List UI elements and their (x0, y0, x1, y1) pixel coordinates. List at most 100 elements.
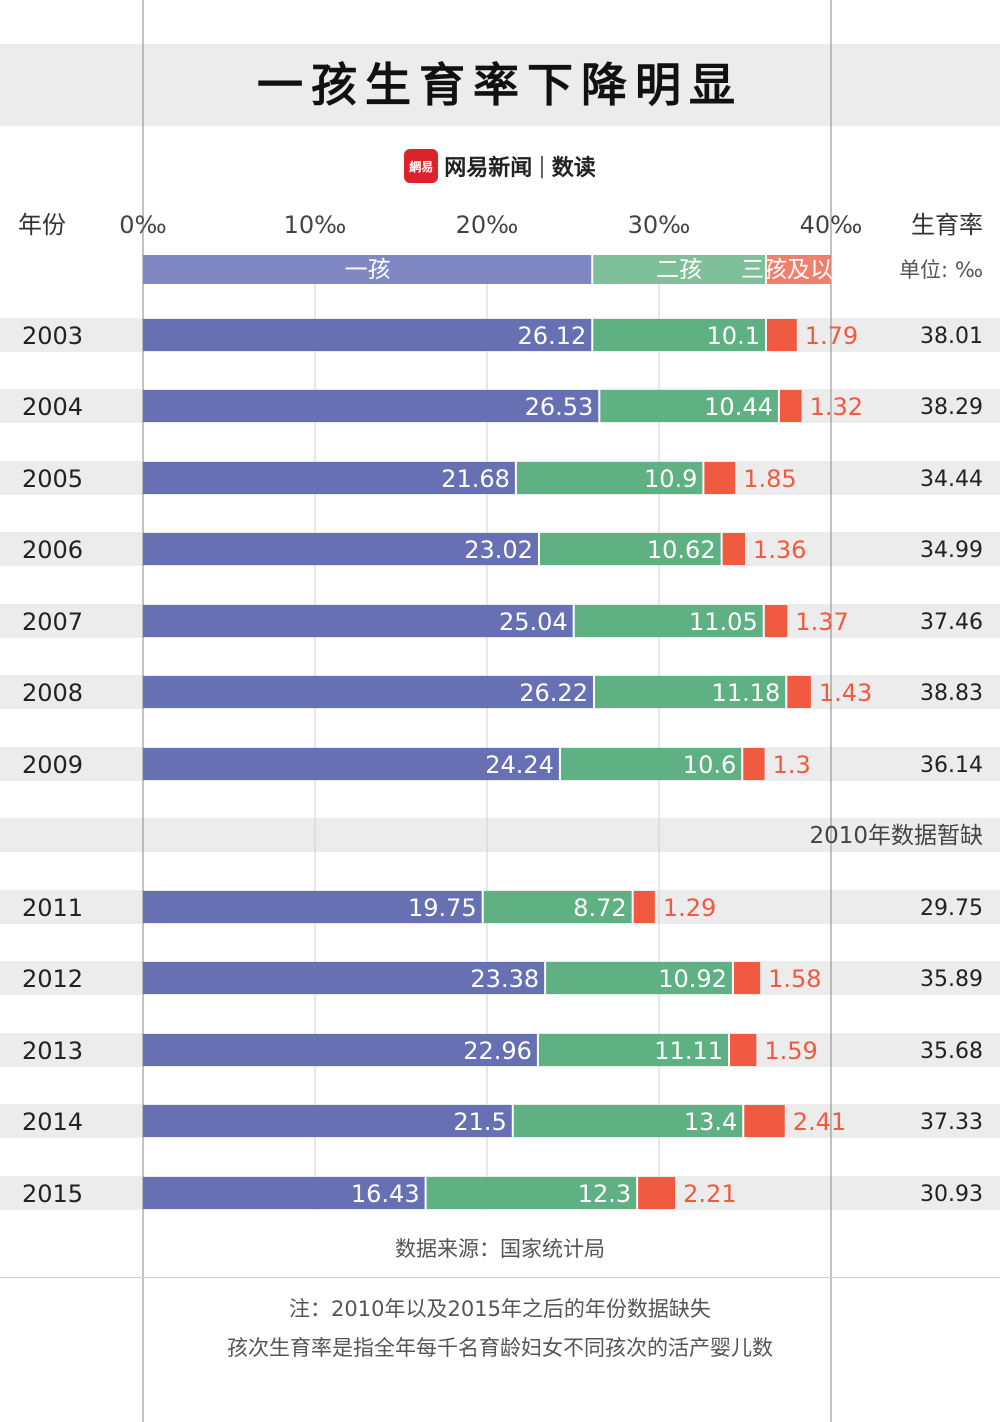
third-child-bar (786, 676, 811, 708)
bar-value-label: 10.44 (704, 393, 773, 421)
legend-swatch-2 (592, 255, 766, 284)
title-band (0, 44, 1000, 126)
third-child-bar (763, 605, 788, 637)
bar-value-label: 8.72 (573, 894, 626, 922)
total-rate-label: 29.75 (920, 896, 983, 921)
year-label: 2003 (22, 322, 83, 350)
second-child-bar (592, 319, 766, 351)
bar-value-label: 26.12 (518, 322, 587, 350)
bar-value-label: 21.68 (441, 465, 510, 493)
legend-swatch-3 (765, 255, 831, 284)
bar-value-label: 26.53 (525, 393, 594, 421)
bar-value-label: 24.24 (485, 751, 554, 779)
second-child-bar (545, 962, 733, 994)
total-rate-label: 36.14 (920, 753, 983, 778)
first-child-bar (143, 390, 600, 422)
year-label: 2007 (22, 608, 83, 636)
bar-value-label: 12.3 (578, 1180, 631, 1208)
bar-value-label: 10.1 (707, 322, 760, 350)
third-child-value-label: 1.32 (810, 393, 863, 421)
netease-logo-icon: 網易 (404, 149, 439, 183)
total-rate-label: 30.93 (920, 1182, 983, 1207)
missing-data-note: 2010年数据暂缺 (809, 823, 983, 849)
first-child-bar (143, 962, 546, 994)
bar-value-label: 11.05 (689, 608, 758, 636)
total-column-header: 生育率 (911, 211, 983, 239)
second-child-bar (537, 1034, 730, 1066)
x-tick-label: 30‰ (628, 211, 691, 239)
third-child-value-label: 1.58 (768, 965, 821, 993)
third-child-value-label: 1.3 (773, 751, 811, 779)
bar-value-label: 11.11 (654, 1037, 723, 1065)
first-child-bar (143, 319, 593, 351)
third-child-bar (729, 1034, 757, 1066)
third-child-value-label: 1.43 (819, 679, 872, 707)
third-child-value-label: 1.37 (795, 608, 848, 636)
bar-value-label: 23.02 (464, 536, 533, 564)
third-child-value-label: 1.36 (753, 536, 806, 564)
first-child-bar (143, 748, 560, 780)
third-child-value-label: 1.79 (805, 322, 858, 350)
third-child-bar (742, 748, 765, 780)
total-rate-label: 35.68 (920, 1039, 983, 1064)
total-rate-label: 34.44 (920, 467, 983, 492)
legend-label: 一孩 (345, 257, 391, 283)
total-rate-label: 38.29 (920, 395, 983, 420)
data-source: 数据来源：国家统计局 (395, 1237, 605, 1261)
bar-value-label: 10.9 (644, 465, 697, 493)
year-label: 2006 (22, 536, 83, 564)
second-child-bar (538, 533, 722, 565)
first-child-bar (143, 605, 574, 637)
x-tick-label: 20‰ (456, 211, 519, 239)
legend-swatch-1 (143, 255, 593, 284)
third-child-value-label: 1.29 (663, 894, 716, 922)
bar-value-label: 25.04 (499, 608, 568, 636)
year-label: 2014 (22, 1108, 83, 1136)
total-rate-label: 35.89 (920, 967, 983, 992)
first-child-bar (143, 533, 539, 565)
third-child-bar (778, 390, 802, 422)
third-child-value-label: 1.85 (743, 465, 796, 493)
second-child-bar (482, 891, 633, 923)
first-child-bar (143, 462, 516, 494)
first-child-bar (143, 1177, 426, 1209)
third-child-value-label: 1.59 (764, 1037, 817, 1065)
missing-row-band (0, 818, 1000, 852)
brand-name: 网易新闻 (444, 156, 533, 181)
bar-value-label: 10.6 (683, 751, 736, 779)
year-column-header: 年份 (18, 211, 66, 239)
bar-value-label: 26.22 (519, 679, 588, 707)
chart-title: 一孩生育率下降明显 (257, 58, 743, 112)
bar-value-label: 11.18 (712, 679, 781, 707)
year-label: 2005 (22, 465, 83, 493)
bar-value-label: 16.43 (351, 1180, 420, 1208)
third-child-bar (765, 319, 797, 351)
bar-value-label: 10.62 (647, 536, 716, 564)
second-child-bar (593, 676, 787, 708)
third-child-bar (743, 1105, 785, 1137)
total-rate-label: 37.46 (920, 610, 983, 635)
bar-value-label: 21.5 (453, 1108, 506, 1136)
brand-subtitle: 数读 (551, 156, 596, 181)
brand-header: 網易 网易新闻 | 数读 (0, 146, 1000, 186)
year-label: 2011 (22, 894, 83, 922)
first-child-bar (143, 1034, 538, 1066)
second-child-bar (515, 462, 704, 494)
footnote-2: 孩次生育率是指全年每千名育龄妇女不同孩次的活产婴儿数 (227, 1336, 773, 1360)
year-label: 2015 (22, 1180, 83, 1208)
year-label: 2008 (22, 679, 83, 707)
total-rate-label: 34.99 (920, 538, 983, 563)
second-child-bar (573, 605, 764, 637)
first-child-bar (143, 676, 594, 708)
unit-label: 单位: ‰ (899, 258, 983, 282)
brand-separator: | (538, 153, 546, 179)
second-child-bar (425, 1177, 638, 1209)
bar-value-label: 19.75 (408, 894, 477, 922)
year-label: 2004 (22, 393, 83, 421)
total-rate-label: 37.33 (920, 1110, 983, 1135)
year-label: 2012 (22, 965, 83, 993)
third-child-bar (632, 891, 655, 923)
third-child-bar (637, 1177, 676, 1209)
second-child-bar (599, 390, 779, 422)
second-child-bar (559, 748, 743, 780)
